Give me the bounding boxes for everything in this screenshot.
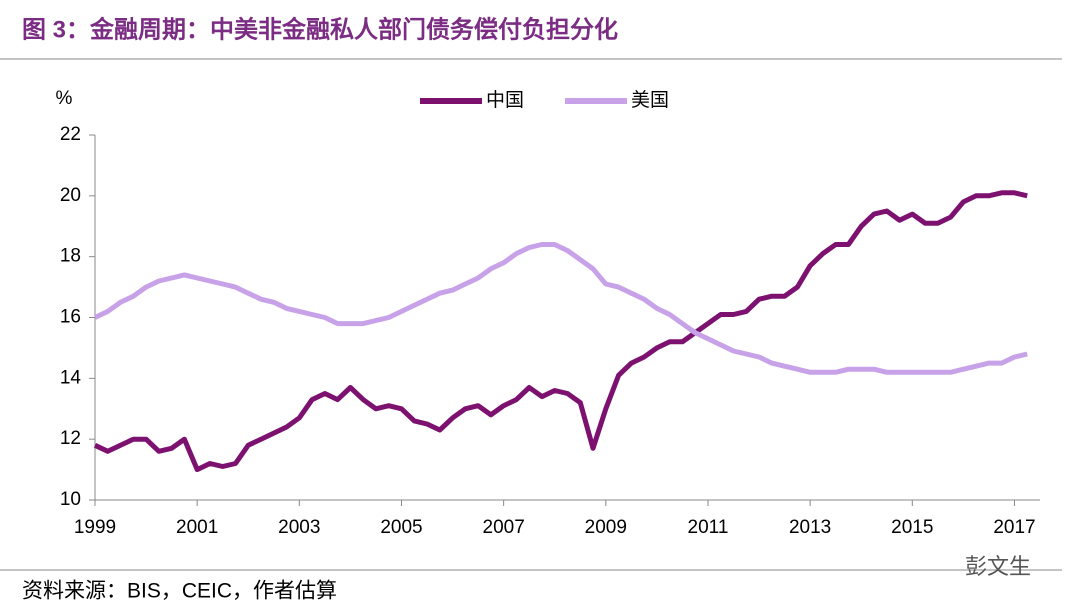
x-tick-label: 2001: [176, 517, 218, 538]
x-tick-label: 2011: [688, 517, 729, 538]
x-tick-label: 2015: [891, 517, 933, 538]
x-tick-label: 2003: [278, 517, 320, 538]
x-tick-label: 2007: [483, 517, 525, 538]
x-tick-label: 2005: [380, 517, 422, 538]
y-tick-label: 14: [60, 367, 82, 388]
watermark: 彭文生: [965, 554, 1031, 579]
x-tick-label: 2009: [585, 517, 627, 538]
y-tick-label: 20: [60, 185, 81, 206]
legend-label: 中国: [486, 89, 524, 111]
y-tick-label: 18: [60, 246, 81, 267]
chart-title: 图 3：金融周期：中美非金融私人部门债务偿付负担分化: [22, 15, 618, 43]
y-tick-label: 16: [60, 307, 81, 328]
series-line: [93, 242, 1028, 375]
x-tick-label: 1999: [74, 517, 116, 538]
legend-label: 美国: [631, 89, 669, 111]
source: 资料来源：BIS，CEIC，作者估算: [22, 580, 337, 603]
y-tick-label: 12: [60, 428, 81, 449]
y-tick-label: 10: [60, 489, 81, 510]
x-tick-label: 2013: [789, 517, 831, 538]
y-tick-label: 22: [60, 124, 81, 145]
x-tick-label: 2017: [993, 517, 1035, 538]
y-axis-label: %: [56, 88, 73, 109]
series-line: [93, 190, 1028, 473]
